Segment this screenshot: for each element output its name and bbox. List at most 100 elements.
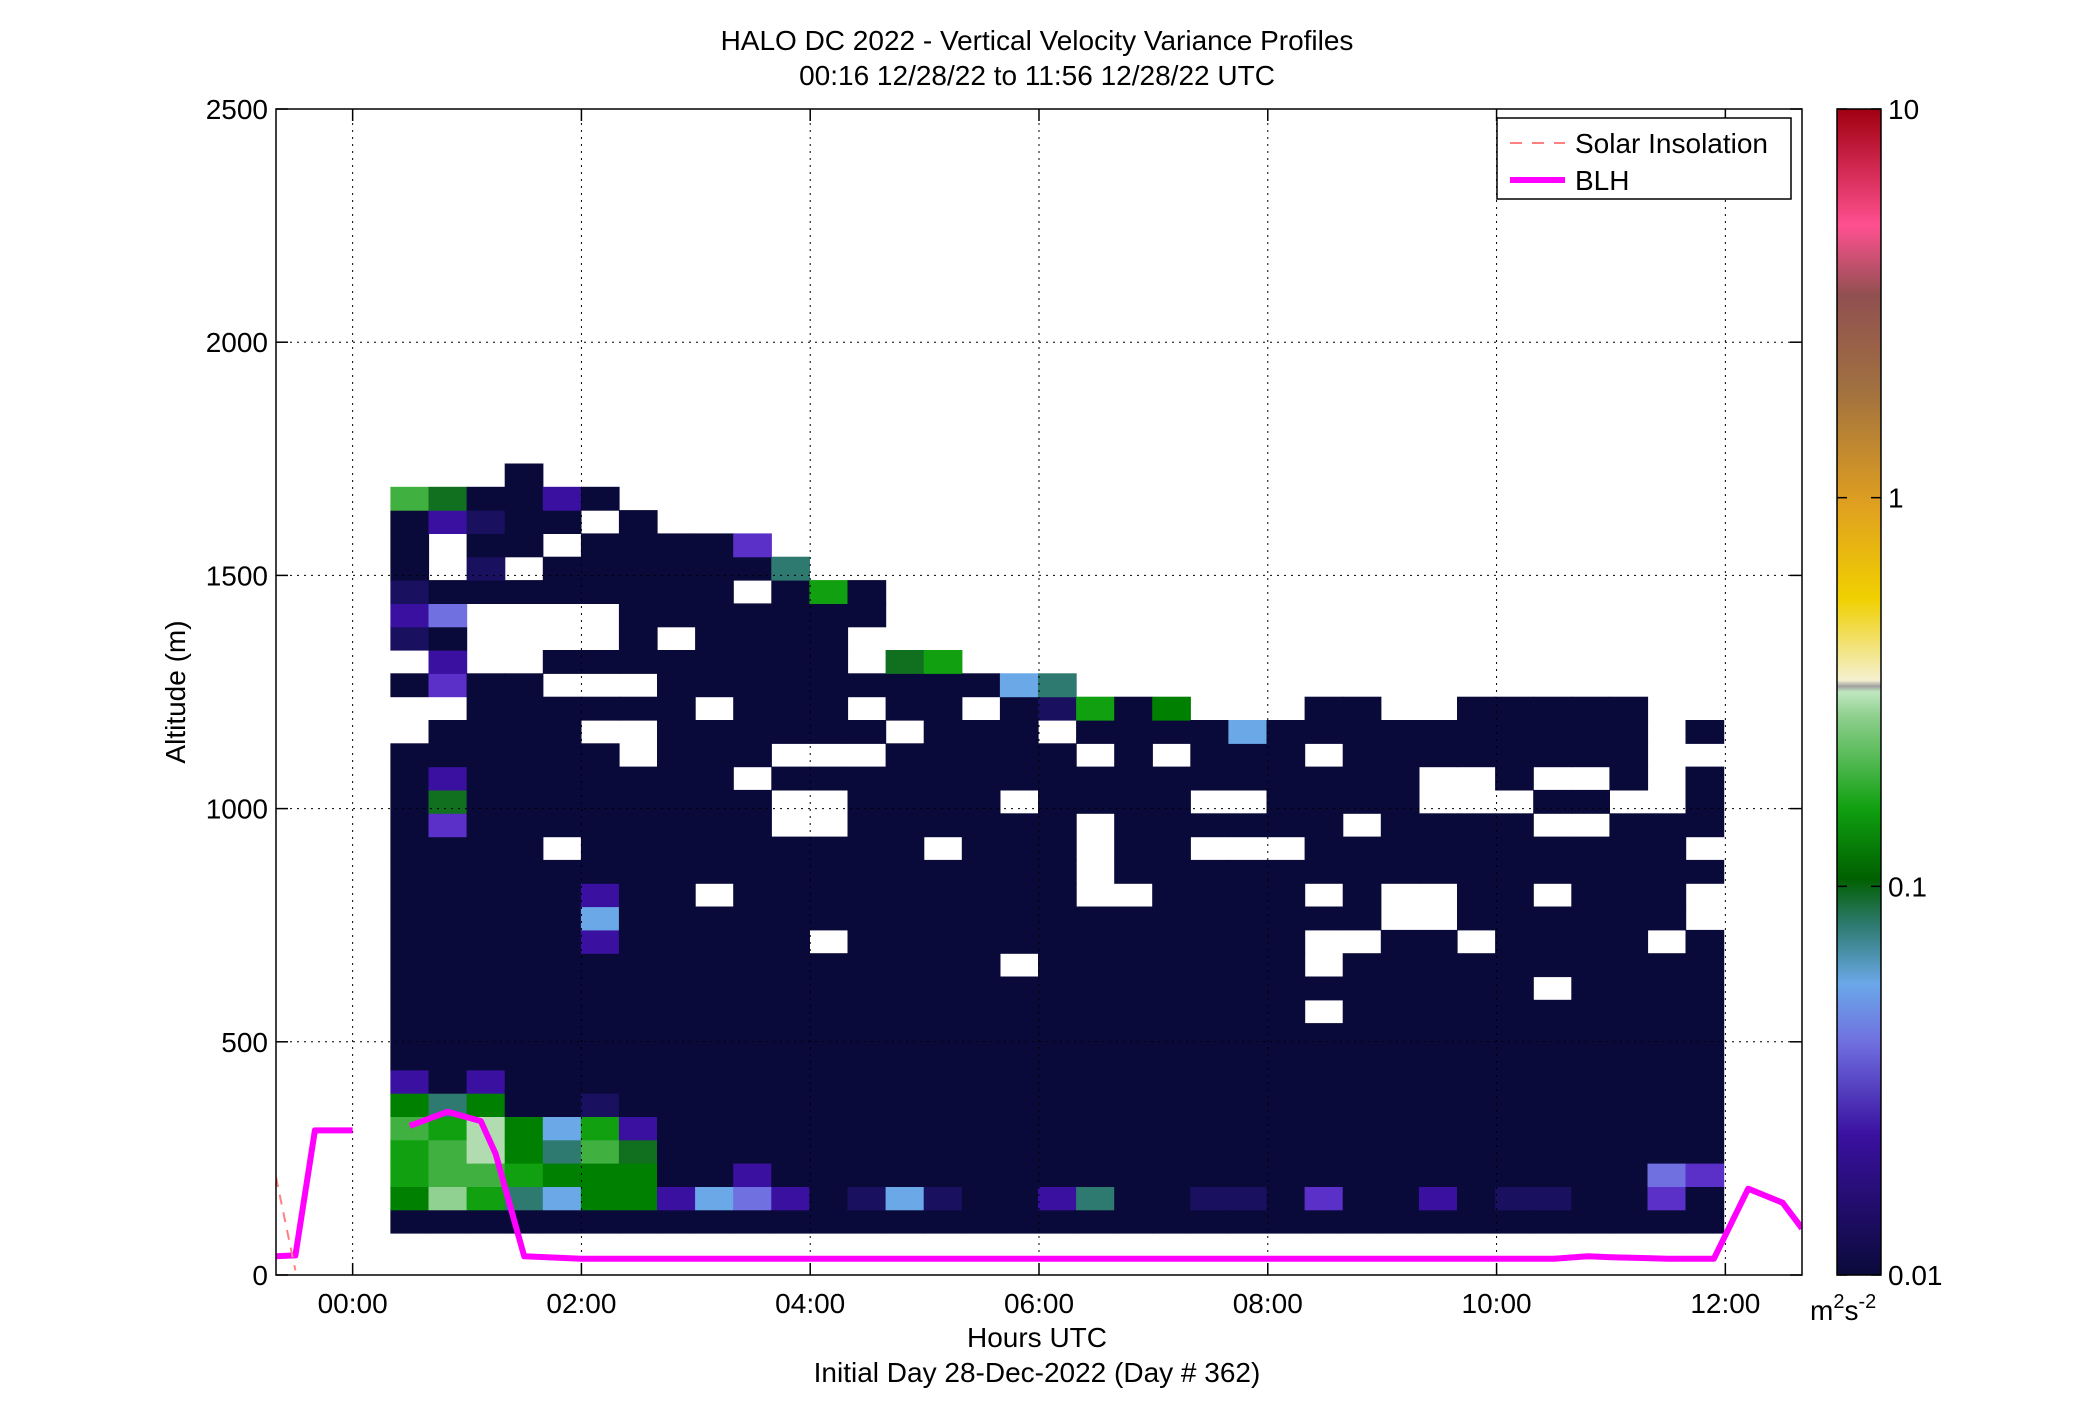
heatmap-cell — [1190, 883, 1229, 908]
heatmap-cell — [580, 789, 620, 814]
heatmap-cell — [504, 766, 544, 791]
heatmap-cell — [1190, 743, 1229, 768]
heatmap-cell — [1228, 1023, 1268, 1047]
y-tick-label: 1000 — [206, 794, 268, 825]
heatmap-cell — [1266, 1069, 1306, 1094]
heatmap-cell — [1609, 743, 1649, 768]
heatmap-cell — [1228, 720, 1268, 744]
series-lines — [276, 1108, 1802, 1271]
heatmap-cell — [1228, 1186, 1268, 1211]
heatmap-cell — [1609, 1209, 1649, 1234]
heatmap-cell — [1609, 766, 1649, 791]
heatmap-cell — [1114, 953, 1153, 978]
heatmap-cell — [733, 1209, 772, 1234]
chart-subtitle: 00:16 12/28/22 to 11:56 12/28/22 UTC — [799, 60, 1275, 91]
heatmap-cell — [1457, 720, 1496, 744]
heatmap-cell — [542, 1186, 582, 1211]
heatmap-cell — [1266, 906, 1306, 931]
heatmap-cell — [580, 1046, 620, 1071]
heatmap-cell — [771, 929, 810, 954]
heatmap-cell — [390, 556, 430, 581]
heatmap-cell — [999, 696, 1039, 721]
heatmap-cell — [1266, 1046, 1306, 1071]
heatmap-cell — [466, 1093, 506, 1117]
heatmap-cell — [618, 1069, 658, 1094]
heatmap-cell — [504, 510, 544, 534]
heatmap-cell — [618, 906, 658, 931]
heatmap-cell — [771, 976, 810, 1001]
heatmap-cell — [695, 650, 734, 674]
heatmap-cell — [618, 1093, 658, 1117]
heatmap-cell — [1380, 1209, 1420, 1234]
heatmap-cell — [1266, 789, 1306, 814]
heatmap-cell — [1038, 1116, 1077, 1141]
heatmap-cell — [1152, 883, 1191, 908]
heatmap-cell — [809, 1139, 849, 1164]
heatmap-cell — [1228, 929, 1268, 954]
heatmap-cell — [504, 1139, 544, 1164]
heatmap-cell — [999, 1093, 1039, 1117]
heatmap-cell — [466, 1209, 506, 1234]
heatmap-cell — [1609, 859, 1649, 884]
heatmap-cell — [1266, 1093, 1306, 1117]
heatmap-cell — [1342, 1186, 1382, 1211]
heatmap-cell — [847, 1116, 887, 1141]
heatmap-cell — [1190, 1069, 1229, 1094]
heatmap-cell — [809, 976, 849, 1001]
heatmap-cell — [428, 813, 468, 838]
heatmap-cell — [999, 720, 1039, 744]
heatmap-cell — [657, 766, 696, 791]
heatmap-cell — [885, 929, 925, 954]
heatmap-cell — [885, 1209, 925, 1234]
heatmap-cell — [1685, 976, 1725, 1001]
heatmap-cell — [1685, 929, 1725, 954]
heatmap-cell — [428, 1186, 468, 1211]
heatmap-cell — [1380, 1163, 1420, 1187]
heatmap-cell — [1038, 673, 1077, 698]
colorbar-unit-sup2: -2 — [1858, 1291, 1876, 1313]
heatmap-cell — [580, 953, 620, 978]
heatmap-cell — [618, 1046, 658, 1071]
heatmap-cell — [999, 1046, 1039, 1071]
heatmap-cell — [809, 580, 849, 604]
heatmap-cells — [390, 463, 1725, 1234]
heatmap-cell — [1533, 1139, 1572, 1164]
heatmap-cell — [1495, 696, 1534, 721]
heatmap-cell — [1114, 766, 1153, 791]
heatmap-cell — [580, 1186, 620, 1211]
heatmap-cell — [657, 556, 696, 581]
heatmap-cell — [847, 976, 887, 1001]
x-axis-label: Hours UTC — [967, 1322, 1107, 1353]
heatmap-cell — [1533, 789, 1572, 814]
heatmap-cell — [885, 1046, 925, 1071]
heatmap-cell — [1152, 1186, 1191, 1211]
heatmap-cell — [1647, 836, 1687, 861]
heatmap-cell — [1266, 1186, 1306, 1211]
heatmap-cell — [733, 650, 772, 674]
heatmap-cell — [733, 789, 772, 814]
heatmap-cell — [657, 883, 696, 908]
heatmap-cell — [1685, 1139, 1725, 1164]
heatmap-cell — [504, 533, 544, 558]
heatmap-cell — [999, 906, 1039, 931]
heatmap-cell — [923, 929, 963, 954]
heatmap-cell — [1418, 999, 1458, 1024]
heatmap-cell — [1609, 1046, 1649, 1071]
heatmap-cell — [428, 976, 468, 1001]
y-tick-label: 2500 — [206, 94, 268, 125]
heatmap-cell — [771, 720, 810, 744]
heatmap-cell — [1571, 1023, 1610, 1047]
heatmap-cell — [1076, 696, 1115, 721]
heatmap-cell — [428, 580, 468, 604]
heatmap-cell — [1190, 1209, 1229, 1234]
heatmap-cell — [1685, 1116, 1725, 1141]
heatmap-cell — [1571, 929, 1610, 954]
heatmap-cell — [1609, 1116, 1649, 1141]
heatmap-cell — [466, 1023, 506, 1047]
heatmap-cell — [999, 766, 1039, 791]
heatmap-cell — [542, 1046, 582, 1071]
heatmap-cell — [733, 1139, 772, 1164]
heatmap-cell — [1190, 1186, 1229, 1211]
heatmap-cell — [504, 463, 544, 488]
heatmap-cell — [809, 626, 849, 651]
